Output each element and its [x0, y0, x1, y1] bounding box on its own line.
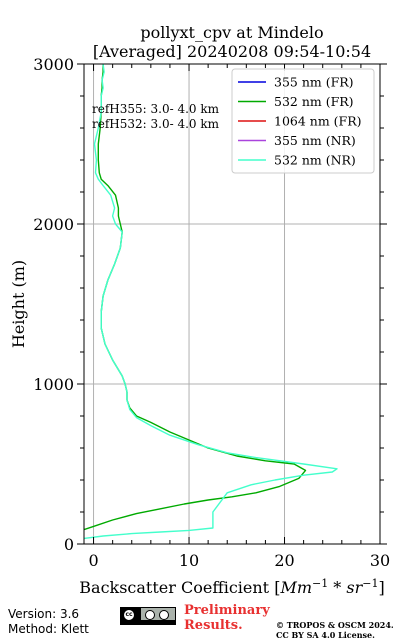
y-tick-label: 0	[64, 535, 74, 554]
legend-label: 355 nm (NR)	[274, 133, 356, 148]
preliminary-line-2: Results.	[184, 618, 243, 633]
plot-frame	[83, 63, 381, 545]
preliminary-notice: Preliminary Results.	[184, 603, 270, 633]
ref-height-532-annotation: refH532: 3.0- 4.0 km	[92, 117, 220, 131]
y-tick-label: 2000	[33, 215, 74, 234]
legend-label: 1064 nm (FR)	[274, 114, 362, 129]
series-line-532-nm-nr	[84, 64, 338, 540]
y-axis-label: Height (m)	[9, 260, 28, 348]
legend-box	[231, 68, 375, 174]
series-layer	[84, 64, 338, 540]
x-axis-label: Backscatter Coefficient [Mm−1 * sr−1]	[79, 577, 384, 598]
by-icon	[145, 610, 155, 620]
copyright-line-2: CC BY SA 4.0 License.	[276, 630, 375, 640]
chart-title: pollyxt_cpv at Mindelo	[140, 23, 323, 42]
cc-license-badge: cc	[120, 607, 176, 625]
copyright-notice: © TROPOS & OSCM 2024. CC BY SA 4.0 Licen…	[276, 620, 394, 640]
y-tick-label: 1000	[33, 375, 74, 394]
legend-label: 355 nm (FR)	[274, 75, 354, 90]
x-tick-label: 10	[179, 551, 199, 570]
preliminary-line-1: Preliminary	[184, 603, 270, 618]
x-tick-label: 30	[370, 551, 390, 570]
x-tick-label: 0	[88, 551, 98, 570]
copyright-line-1: © TROPOS & OSCM 2024.	[276, 620, 394, 630]
legend-label: 532 nm (NR)	[274, 153, 356, 168]
legend-label: 532 nm (FR)	[274, 94, 354, 109]
ref-height-355-annotation: refH355: 3.0- 4.0 km	[92, 102, 220, 116]
method-text: Method: Klett	[8, 622, 89, 636]
legend: 355 nm (FR) 532 nm (FR) 1064 nm (FR) 355 nm…	[231, 68, 375, 174]
chart-subtitle: [Averaged] 20240208 09:54-10:54	[93, 42, 371, 61]
version-text: Version: 3.6	[8, 607, 80, 621]
y-tick-label: 3000	[33, 55, 74, 74]
sa-icon	[159, 610, 169, 620]
x-tick-label: 20	[274, 551, 294, 570]
axis-ticks: 0 10 20 30 0 1000 2000 3000	[33, 55, 390, 570]
